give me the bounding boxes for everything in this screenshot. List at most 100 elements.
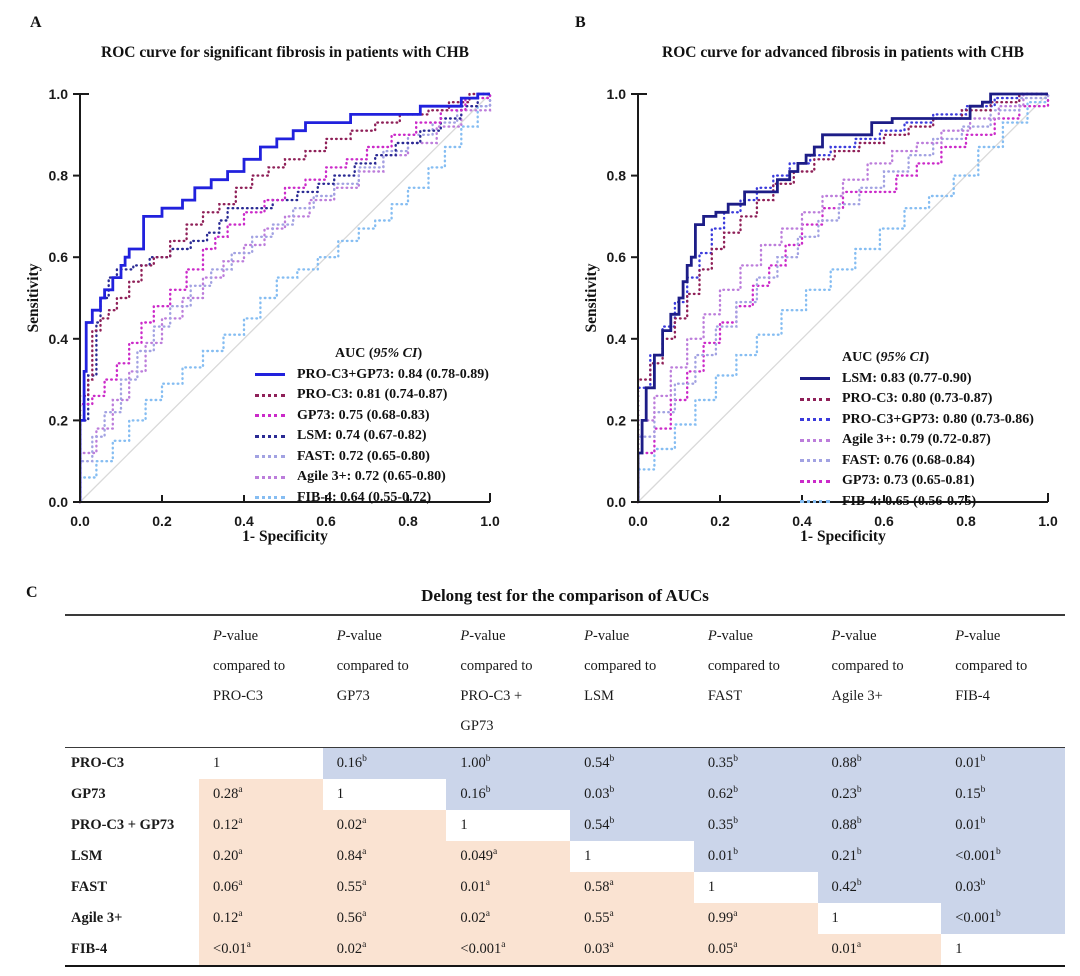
table-header-row: P-value compared to PRO-C3 P-value compared … (65, 615, 1065, 748)
p-rest: -value (345, 628, 382, 644)
p-italic: P (336, 628, 346, 644)
p-italic: P (460, 628, 470, 644)
roc-curve-LSM (637, 92, 1048, 502)
x-tick-label: 0.2 (152, 513, 172, 529)
significance-superscript: b (980, 785, 986, 796)
panel-a-label: A (30, 14, 42, 31)
p-value: <0.001 (955, 910, 997, 926)
panel-b-plot: 0.00.0 0.2 0.2 0.4 0.4 0.6 0.6 0.8 0.8 1.0 1.0 (607, 86, 1058, 529)
roc-curve-PRO-C3 (637, 92, 1050, 504)
row-header: FAST (71, 879, 107, 895)
header-target: PRO-C3 (213, 688, 263, 704)
col-header-4: P-value compared to FAST (694, 615, 818, 748)
significance-superscript: a (246, 940, 251, 951)
p-value: 0.01 (460, 879, 486, 895)
p-value: 0.02 (336, 817, 363, 833)
y-tick-label: 0.4 (607, 331, 627, 347)
row-header: Agile 3+ (71, 910, 123, 926)
header-line-2: compared to (336, 658, 409, 674)
diagonal-reference-line (79, 93, 491, 503)
p-rest: -value (592, 628, 630, 644)
table-row-PRO-C3: PRO-C3 1 0.16b 1.00b 0.54b 0.35b 0.88b 0.01b (65, 747, 1065, 779)
p-value: 0.35 (707, 755, 734, 771)
panel-b-title: ROC curve for advanced fibrosis in patie… (662, 44, 1024, 61)
x-tick-label: 0.6 (874, 513, 894, 529)
header-line-2: compared to (831, 658, 904, 674)
significance-superscript: a (609, 909, 614, 920)
p-value: 0.01 (707, 848, 734, 864)
p-value: 0.54 (584, 755, 610, 771)
legend-title-text: ) (417, 346, 423, 361)
significance-superscript: a (362, 909, 367, 920)
p-value: 0.58 (584, 879, 610, 895)
p-italic: P (955, 628, 965, 644)
delong-cell-r1c3: 0.03b (570, 779, 694, 810)
significance-superscript: b (856, 847, 862, 858)
delong-cell-r2c4: 0.35b (693, 810, 818, 841)
p-rest: -value (964, 628, 1001, 644)
roc-curve-PRO-C3+GP73 (637, 92, 1050, 504)
significance-superscript: b (485, 754, 491, 765)
legend-sample-solid (800, 377, 830, 381)
legend-sample-dotted (255, 434, 285, 438)
legend-sample-dotted (800, 479, 830, 483)
header-line-1: P-value (213, 621, 323, 651)
row-header: FIB-4 (71, 941, 108, 957)
panel-b-legend: AUC (95% CI) LSM: 0.83 (0.77-0.90) PRO-C3:… (800, 348, 1034, 512)
p-value: 0.02 (336, 941, 363, 957)
delong-cell-r0c2: 1.00b (446, 747, 571, 779)
legend-item-LSM: LSM: 0.83 (0.77-0.90) (800, 369, 1034, 390)
p-value: 1 (831, 910, 839, 926)
p-value: 1 (336, 786, 344, 802)
p-value: 1 (707, 879, 716, 895)
significance-superscript: b (856, 878, 862, 889)
roc-curve-LSM (79, 92, 492, 504)
delong-cell-r1c6: 0.15b (941, 779, 1065, 810)
significance-superscript: a (362, 847, 367, 858)
p-value: <0.001 (460, 941, 502, 957)
significance-superscript: a (238, 847, 243, 858)
significance-superscript: a (609, 878, 614, 889)
header-line-1: P-value (955, 621, 1065, 651)
header-target: FAST (707, 688, 743, 704)
p-italic: P (213, 628, 222, 644)
delong-cell-r1c5: 0.23b (817, 779, 942, 810)
p-value: 0.05 (707, 941, 734, 957)
col-header-0: P-value compared to PRO-C3 (199, 615, 323, 748)
row-header: GP73 (71, 786, 106, 802)
delong-cell-r5c0: 0.12a (199, 903, 323, 934)
delong-cell-r1c2: 0.16b (446, 779, 571, 810)
significance-superscript: a (733, 909, 738, 920)
p-value: 0.01 (831, 941, 857, 957)
roc-curve-FIB-4 (637, 92, 1050, 504)
delong-cell-r1c0: 0.28a (199, 779, 323, 810)
header-line-1: P-value (584, 621, 694, 651)
y-tick-label: 1.0 (49, 86, 69, 102)
roc-curve-GP73 (637, 92, 1050, 504)
table-row-LSM: LSM 0.20a 0.84a 0.049a 1 0.01b 0.21b <0.001b (65, 841, 1065, 872)
significance-superscript: a (501, 940, 506, 951)
y-tick-label: 1.0 (607, 86, 627, 102)
significance-superscript: b (856, 754, 862, 765)
header-target: GP73 (336, 688, 370, 704)
significance-superscript: b (733, 816, 738, 827)
y-tick-label: 0.2 (49, 412, 69, 428)
delong-cell-r4c5: 0.42b (817, 872, 942, 903)
y-tick-label: 0.6 (607, 249, 627, 265)
p-value: <0.001 (955, 848, 997, 864)
table-row-Agile 3+: Agile 3+ 0.12a 0.56a 0.02a 0.55a 0.99a 1 <0.001… (65, 903, 1065, 934)
p-value: 0.28 (213, 786, 239, 802)
legend-item-PRO-C3+GP73: PRO-C3+GP73: 0.84 (0.78-0.89) (255, 365, 489, 386)
significance-superscript: b (733, 785, 738, 796)
delong-cell-r3c4: 0.01b (693, 841, 818, 872)
legend-sample-dotted (800, 397, 830, 401)
significance-superscript: a (485, 909, 491, 920)
significance-superscript: a (238, 816, 243, 827)
significance-superscript: a (362, 878, 367, 889)
y-tick-label: 0.0 (607, 494, 627, 510)
panel-c: C Delong test for the comparison of AUCs… (0, 578, 1080, 976)
legend-sample-dotted (800, 459, 830, 463)
delong-cell-r6c0: <0.01a (199, 934, 323, 966)
legend-label: LSM: 0.74 (0.67-0.82) (297, 428, 427, 443)
